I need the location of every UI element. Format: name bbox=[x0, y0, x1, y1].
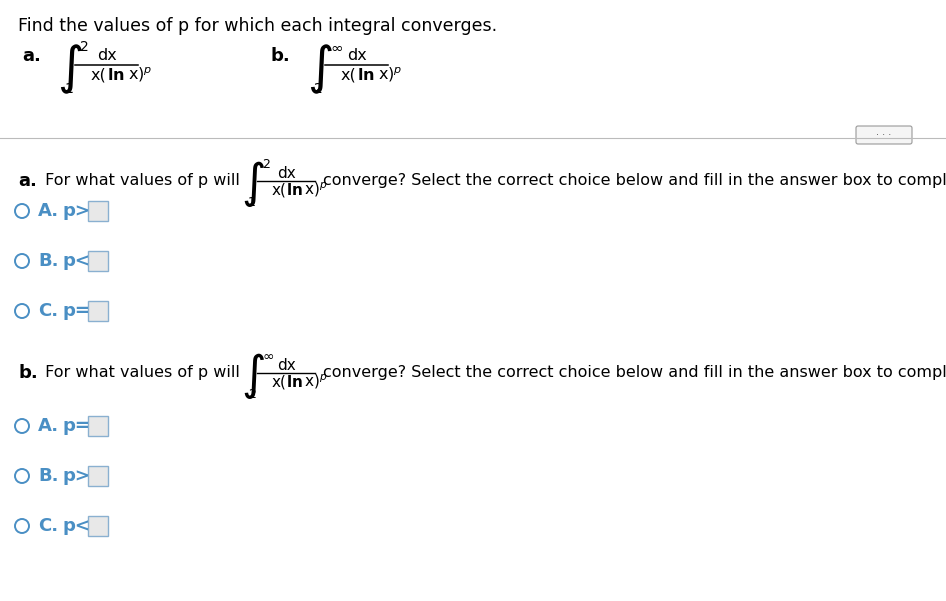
Text: x(: x( bbox=[272, 183, 286, 198]
Bar bbox=[88, 466, 108, 486]
Text: dx: dx bbox=[276, 165, 295, 180]
Text: b.: b. bbox=[18, 364, 38, 382]
Text: p>: p> bbox=[62, 467, 90, 485]
Text: x(: x( bbox=[272, 374, 286, 389]
Text: $\int$: $\int$ bbox=[241, 159, 265, 209]
Text: For what values of p will: For what values of p will bbox=[40, 174, 240, 189]
Bar bbox=[88, 251, 108, 271]
Text: x)$^p$: x)$^p$ bbox=[300, 373, 328, 391]
Text: p=: p= bbox=[62, 302, 90, 320]
Bar bbox=[88, 416, 108, 436]
Text: x)$^p$: x)$^p$ bbox=[300, 181, 328, 200]
Text: $\infty$: $\infty$ bbox=[330, 40, 343, 55]
Text: $\infty$: $\infty$ bbox=[262, 349, 274, 363]
Bar bbox=[88, 301, 108, 321]
Text: C.: C. bbox=[38, 517, 58, 535]
Text: $\mathbf{ln}$: $\mathbf{ln}$ bbox=[107, 67, 124, 83]
Text: a.: a. bbox=[18, 172, 37, 190]
Text: converge? Select the correct choice below and fill in the answer box to complete: converge? Select the correct choice belo… bbox=[323, 365, 946, 380]
Text: 2: 2 bbox=[80, 40, 89, 54]
Text: Find the values of p for which each integral converges.: Find the values of p for which each inte… bbox=[18, 17, 498, 35]
Text: $\mathbf{ln}$: $\mathbf{ln}$ bbox=[286, 182, 303, 198]
Text: A.: A. bbox=[38, 202, 59, 220]
Text: C.: C. bbox=[38, 302, 58, 320]
Text: x)$^p$: x)$^p$ bbox=[122, 66, 152, 84]
Text: 1: 1 bbox=[248, 195, 255, 209]
Text: $\int$: $\int$ bbox=[241, 351, 265, 401]
Text: 2: 2 bbox=[314, 82, 323, 96]
Text: dx: dx bbox=[96, 49, 116, 64]
Text: 1: 1 bbox=[64, 82, 73, 96]
Text: dx: dx bbox=[346, 49, 366, 64]
Text: 2: 2 bbox=[248, 388, 255, 400]
Text: B.: B. bbox=[38, 252, 59, 270]
Text: b.: b. bbox=[270, 47, 289, 65]
Text: p<: p< bbox=[62, 517, 90, 535]
Text: a.: a. bbox=[22, 47, 41, 65]
Text: $\mathbf{ln}$: $\mathbf{ln}$ bbox=[357, 67, 375, 83]
Text: B.: B. bbox=[38, 467, 59, 485]
Text: $\int$: $\int$ bbox=[307, 42, 333, 96]
Text: x(: x( bbox=[91, 67, 107, 82]
Text: For what values of p will: For what values of p will bbox=[40, 365, 240, 380]
Text: 2: 2 bbox=[262, 157, 270, 171]
Text: A.: A. bbox=[38, 417, 59, 435]
Text: · · ·: · · · bbox=[876, 130, 892, 140]
Text: dx: dx bbox=[276, 358, 295, 373]
Text: p<: p< bbox=[62, 252, 90, 270]
Text: x(: x( bbox=[341, 67, 357, 82]
Bar bbox=[88, 201, 108, 221]
Text: x)$^p$: x)$^p$ bbox=[373, 66, 402, 84]
Bar bbox=[88, 516, 108, 536]
Text: p>: p> bbox=[62, 202, 90, 220]
Text: $\int$: $\int$ bbox=[57, 42, 83, 96]
Text: $\mathbf{ln}$: $\mathbf{ln}$ bbox=[286, 374, 303, 390]
FancyBboxPatch shape bbox=[856, 126, 912, 144]
Text: converge? Select the correct choice below and fill in the answer box to complete: converge? Select the correct choice belo… bbox=[323, 174, 946, 189]
Text: p=: p= bbox=[62, 417, 90, 435]
